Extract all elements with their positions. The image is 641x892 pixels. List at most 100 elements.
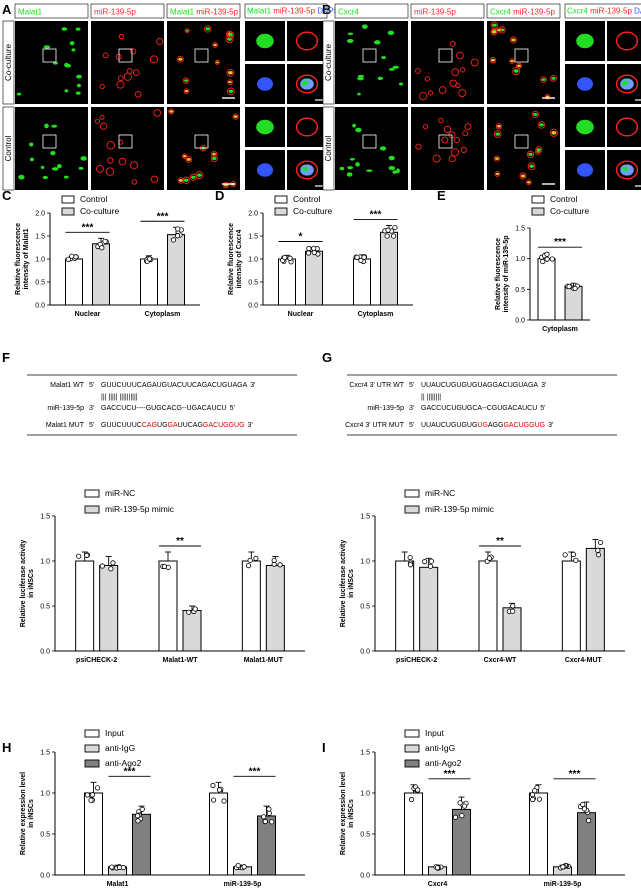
data-point <box>235 862 241 869</box>
y-axis-label: Relative expression level <box>340 772 347 855</box>
cell-red <box>424 76 431 82</box>
data-point <box>262 818 268 825</box>
zoom-nucleus-blue <box>257 77 273 91</box>
row-label: Co-culture <box>324 44 333 81</box>
panel-letter-H: H <box>2 740 11 755</box>
roi-box <box>514 134 529 149</box>
data-point <box>361 254 367 260</box>
y-tick-label: 1.0 <box>360 791 370 798</box>
micro-panel-A: Malat1 miR-139-5p Malat1 miR-139-5p Malat1 … <box>2 3 336 191</box>
cell-green <box>520 174 526 178</box>
data-point <box>392 224 398 231</box>
cell-green <box>185 29 189 32</box>
data-point <box>139 806 145 812</box>
panel-letter-I: I <box>322 740 326 755</box>
data-point <box>597 539 604 546</box>
zoom-inset <box>607 21 641 61</box>
legend-swatch <box>61 195 75 204</box>
header-zoom: Malat1 miR-139-5p DAPI <box>247 7 336 16</box>
data-point <box>486 555 493 561</box>
seq-segment: GACCUCUGUGCA--CGUGACAUCU <box>421 405 537 412</box>
cell-red <box>182 77 190 84</box>
cell-green <box>16 92 22 96</box>
cell-red <box>494 171 501 177</box>
cell-red <box>132 69 140 76</box>
significance-stars: *** <box>444 769 456 780</box>
bar-Input <box>84 792 103 876</box>
cell-red <box>177 177 185 184</box>
y-tick-label: 1.5 <box>360 750 370 757</box>
cell-red <box>540 76 547 83</box>
header-gene: Cxcr4 <box>338 8 359 17</box>
cell-red <box>455 82 461 88</box>
data-point <box>269 819 275 825</box>
legend-swatch <box>84 505 100 514</box>
micrograph <box>487 21 560 104</box>
cell-green <box>513 69 519 73</box>
zoom-cell-green <box>621 80 629 86</box>
cell-green <box>347 166 354 170</box>
zoom-cell-red <box>615 160 639 180</box>
zoom-cell-green <box>301 80 309 86</box>
header-merge-mirna: miR-139-5p <box>513 8 555 17</box>
row-label: Control <box>4 135 13 161</box>
cell-red <box>496 27 502 33</box>
cell-red <box>131 179 138 185</box>
header-merge: Malat1 miR-139-5p <box>170 8 239 17</box>
legend-label: miR-NC <box>425 488 455 498</box>
cell-red <box>537 121 546 129</box>
cell-red <box>130 48 137 55</box>
seq-prime: 3' <box>409 405 414 412</box>
data-point <box>89 792 96 798</box>
seq-prime: 5' <box>89 382 94 389</box>
row-label-box <box>2 106 15 191</box>
chart-G: 0.0 0.5 1.0 1.5 Relative luciferase activity… <box>340 488 625 664</box>
cell-green <box>497 124 501 128</box>
seq-segment: GACUGGUG <box>503 422 545 429</box>
cell-green <box>528 152 533 156</box>
cell-red <box>470 58 479 67</box>
cell-red <box>95 165 104 173</box>
y-tick-label: 0.0 <box>40 649 50 656</box>
data-point <box>245 563 252 569</box>
bar-Control <box>537 258 556 321</box>
cell-red <box>490 21 499 29</box>
y-tick-label: 1.0 <box>35 257 45 264</box>
cell-red <box>214 59 220 65</box>
micrograph <box>15 107 88 190</box>
cell-red <box>438 86 447 94</box>
bar-Input <box>209 792 228 876</box>
data-point <box>135 818 141 824</box>
legend-label: anti-Ago2 <box>425 758 462 768</box>
data-point <box>358 257 364 264</box>
seq-segment: AGG <box>488 422 504 429</box>
cell-red <box>415 68 421 74</box>
bar-miR-139-5p mimic <box>182 610 202 652</box>
cell-red <box>116 80 125 89</box>
zoom-cell-red <box>295 117 319 137</box>
cell-red <box>102 52 109 59</box>
y-tick-label: 1.5 <box>40 750 50 757</box>
cell-red <box>525 179 532 186</box>
cell-green <box>50 151 56 156</box>
bar-Co-culture <box>92 243 110 306</box>
data-point <box>510 603 516 609</box>
cell-red <box>227 87 235 96</box>
data-point <box>407 562 414 568</box>
y-tick-label: 1.0 <box>40 791 50 798</box>
header-zoom-mirna: miR-139-5p <box>273 7 317 16</box>
cell-green <box>169 110 174 113</box>
cell-red <box>189 173 197 181</box>
cell-red <box>99 83 105 90</box>
cell-green <box>78 166 84 170</box>
header-box <box>90 3 165 19</box>
cell-green <box>374 40 381 45</box>
y-tick-label: 0.5 <box>515 287 525 294</box>
cell-red <box>458 89 467 98</box>
legend-swatch <box>84 489 100 498</box>
cell-green <box>495 132 501 136</box>
zoom-nucleus-blue <box>577 77 593 91</box>
bar-Co-culture <box>380 231 398 306</box>
bar-miR-NC <box>158 560 178 652</box>
cell-green <box>57 164 62 169</box>
